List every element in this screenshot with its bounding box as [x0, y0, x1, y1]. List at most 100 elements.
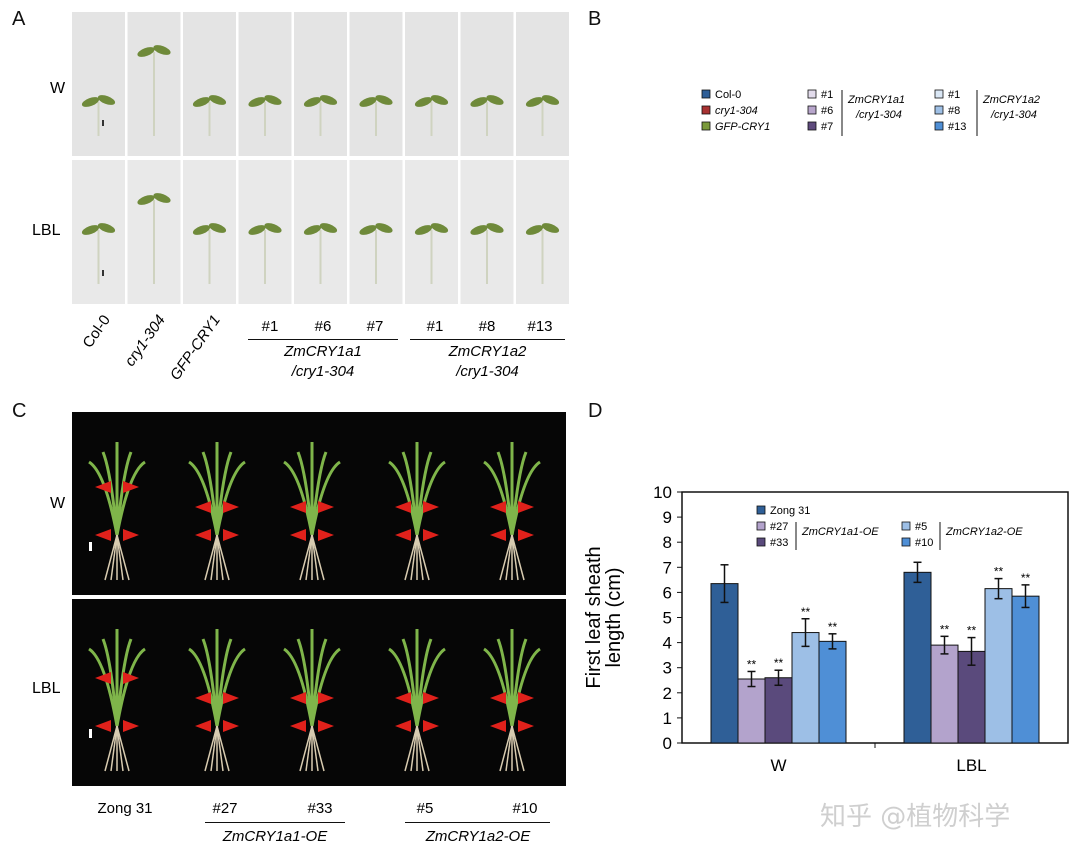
cotyledon [248, 97, 266, 107]
bar [818, 640, 847, 744]
y-tick-label: 3 [663, 659, 672, 678]
cotyledon [97, 95, 116, 105]
scale-bar [102, 120, 104, 126]
root [416, 725, 424, 772]
red-arrowhead [490, 501, 506, 513]
line-27: #27 [212, 800, 238, 817]
root [416, 534, 430, 581]
legend-group-label: /cry1-304 [990, 109, 1037, 121]
group-a2-suffix: /cry1-304 [456, 363, 519, 380]
root [416, 725, 430, 772]
cotyledon [414, 97, 433, 107]
red-arrowhead [123, 529, 139, 541]
legend-label: #13 [948, 121, 966, 133]
y-axis-label-line: length (cm) [603, 567, 625, 667]
red-arrowhead [395, 529, 411, 541]
root [499, 725, 513, 772]
cotyledon [208, 223, 227, 233]
bar [1011, 595, 1040, 744]
cotyledon [137, 47, 155, 57]
x-tick-label: LBL [956, 756, 986, 775]
y-tick-label: 1 [663, 709, 672, 728]
y-tick-label: 6 [663, 583, 672, 602]
red-arrowhead [195, 720, 211, 732]
maize-leaf [415, 460, 446, 536]
red-arrowhead [518, 720, 534, 732]
cotyledon [81, 97, 100, 107]
significance-mark: ** [801, 605, 811, 619]
legend-swatch [807, 121, 817, 131]
maize-leaf [215, 647, 246, 727]
y-tick-label: 8 [663, 533, 672, 552]
legend-label: #7 [821, 121, 833, 133]
line-5: #5 [416, 800, 434, 817]
row-label-w: W [50, 80, 66, 97]
root [110, 534, 118, 581]
legend-label: #33 [770, 537, 788, 549]
red-arrowhead [95, 672, 111, 684]
root [104, 725, 118, 772]
legend-group-label: ZmCRY1a2 [982, 94, 1040, 106]
root [305, 534, 313, 581]
bar [737, 678, 766, 744]
maize-leaf [115, 647, 146, 727]
divider [72, 595, 566, 599]
red-arrowhead [195, 529, 211, 541]
legend-swatch [756, 537, 766, 547]
watermark: 知乎 @植物科学 [820, 802, 1011, 832]
maize-leaf [510, 647, 541, 727]
root [216, 725, 230, 772]
cotyledon [153, 193, 171, 203]
cotyledon [430, 223, 449, 233]
bar [984, 588, 1013, 744]
legend-group-label: ZmCRY1a1 [847, 94, 905, 106]
red-arrowhead [490, 720, 506, 732]
line-10: #10 [512, 800, 538, 817]
legend-label: Col-0 [715, 89, 741, 101]
line-a1-6: #6 [314, 318, 332, 335]
red-arrowhead [395, 501, 411, 513]
seedling-photo-grid [72, 12, 569, 304]
red-arrowhead [318, 692, 334, 704]
cotyledon [525, 97, 544, 107]
red-arrowhead [95, 481, 111, 493]
root [299, 725, 313, 772]
legend-label: #8 [948, 105, 960, 117]
legend-swatch [807, 89, 817, 99]
cotyledon [430, 95, 449, 105]
legend-swatch [756, 521, 766, 531]
legend-swatch [756, 505, 766, 515]
red-arrowhead [95, 720, 111, 732]
root [305, 725, 313, 772]
y-tick-label: 2 [663, 684, 672, 703]
row-label-lbl: LBL [32, 680, 61, 697]
root [404, 534, 418, 581]
significance-mark: ** [828, 620, 838, 634]
maize-leaf [310, 460, 341, 536]
cotyledon [319, 223, 338, 233]
red-arrowhead [518, 501, 534, 513]
panel-label-c: C [12, 400, 27, 422]
y-tick-label: 9 [663, 508, 672, 527]
bar [930, 644, 959, 744]
red-arrowhead [395, 720, 411, 732]
root [210, 725, 218, 772]
y-axis-label: First leaf sheathlength (cm) [583, 546, 625, 688]
significance-mark: ** [774, 656, 784, 670]
root [204, 534, 218, 581]
significance-mark: ** [967, 624, 977, 638]
row-label-lbl: LBL [32, 222, 61, 239]
root [116, 725, 124, 772]
cotyledon [264, 223, 282, 233]
cotyledon [97, 223, 116, 233]
root [204, 725, 218, 772]
legend-label: #5 [915, 521, 927, 533]
legend-swatch [934, 105, 944, 115]
red-arrowhead [290, 529, 306, 541]
root [410, 534, 418, 581]
y-tick-label: 5 [663, 609, 672, 628]
cotyledon [470, 225, 488, 235]
line-a1-1: #1 [261, 318, 279, 335]
group-a1-oe: ZmCRY1a1-OE [222, 828, 328, 845]
genotype-col0: Col-0 [79, 312, 114, 352]
